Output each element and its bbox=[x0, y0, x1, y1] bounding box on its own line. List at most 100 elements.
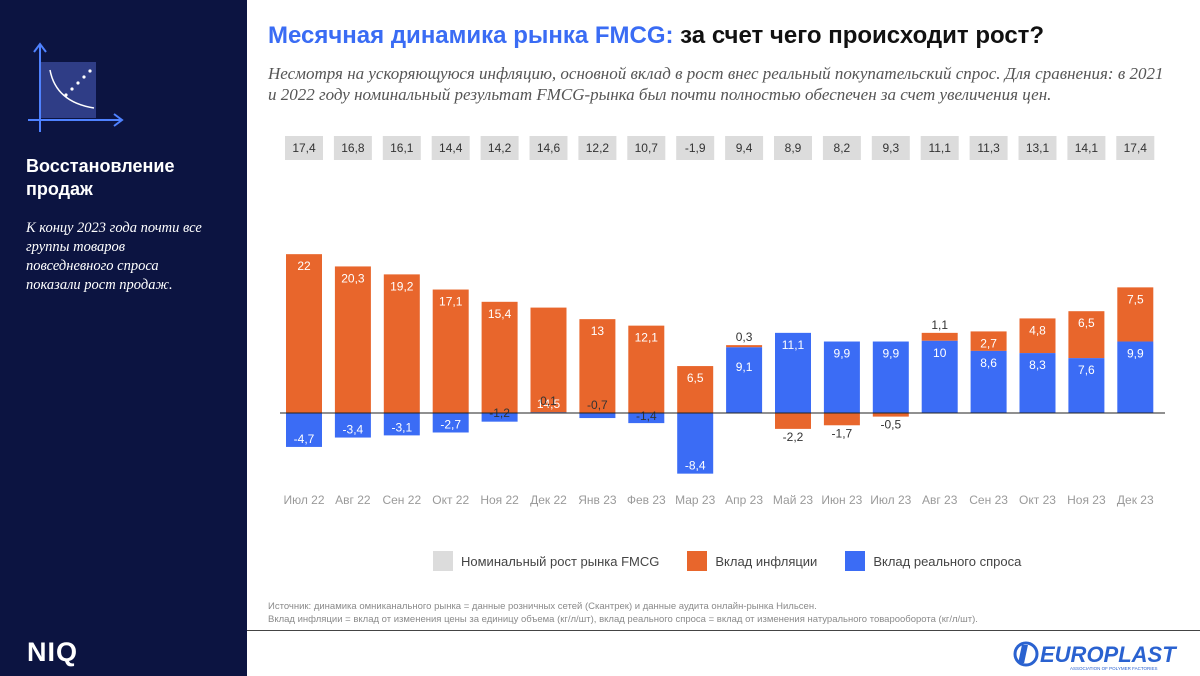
inflation-label: 22 bbox=[297, 259, 311, 273]
legend-swatch-real bbox=[845, 551, 866, 571]
inflation-bar bbox=[579, 319, 616, 413]
real-demand-bar bbox=[286, 413, 322, 447]
nominal-label: 11,3 bbox=[977, 141, 1000, 155]
x-tick-label: Сен 22 bbox=[382, 493, 421, 507]
real-demand-label: -0,7 bbox=[587, 398, 608, 412]
nominal-box bbox=[969, 136, 1008, 160]
x-tick-label: Окт 23 bbox=[1019, 493, 1056, 507]
real-demand-bar bbox=[383, 413, 420, 436]
x-tick-label: Авг 23 bbox=[922, 493, 958, 507]
inflation-label: -1,7 bbox=[832, 426, 853, 440]
europlast-logo: EUROPLAST ASSOCIATION OF POLYMER FACTORI… bbox=[1013, 641, 1177, 671]
inflation-bar bbox=[530, 307, 567, 413]
inflation-bar bbox=[432, 289, 469, 413]
nominal-label: 12,2 bbox=[586, 141, 610, 155]
subtitle: Несмотря на ускоряющуюся инфляцию, основ… bbox=[268, 64, 1164, 104]
nominal-label: 14,2 bbox=[488, 141, 512, 155]
real-demand-label: 11,1 bbox=[782, 338, 805, 352]
x-tick-label: Фев 23 bbox=[627, 493, 666, 507]
nominal-label: 16,8 bbox=[341, 141, 365, 155]
niq-logo: NIQ bbox=[27, 637, 79, 667]
nominal-box bbox=[431, 136, 470, 160]
inflation-label: -0,5 bbox=[880, 418, 901, 432]
inflation-bar bbox=[383, 274, 420, 413]
inflation-label: 14,5 bbox=[537, 397, 561, 411]
nominal-box bbox=[480, 136, 519, 160]
real-demand-label: -1,4 bbox=[636, 409, 657, 423]
source-line-1: Источник: динамика омниканального рынка … bbox=[268, 601, 817, 612]
real-demand-bar bbox=[432, 413, 469, 433]
x-tick-label: Авг 22 bbox=[335, 493, 371, 507]
real-demand-bar bbox=[970, 350, 1007, 413]
real-demand-label: -3,4 bbox=[343, 423, 364, 437]
legend-swatch-nominal bbox=[433, 551, 453, 571]
inflation-label: -2,2 bbox=[783, 430, 804, 444]
nominal-box bbox=[627, 136, 666, 160]
nominal-box bbox=[578, 136, 617, 160]
legend-label-nominal: Номинальный рост рынка FMCG bbox=[461, 553, 660, 569]
inflation-bar bbox=[481, 301, 518, 413]
real-demand-bar bbox=[1068, 358, 1105, 413]
nominal-box bbox=[1018, 136, 1057, 160]
inflation-label: 19,2 bbox=[390, 279, 414, 293]
inflation-label: 6,5 bbox=[687, 371, 704, 385]
real-demand-bar bbox=[823, 341, 860, 413]
growth-chart-icon bbox=[28, 42, 124, 132]
inflation-label: 15,4 bbox=[488, 307, 512, 321]
nominal-label: 14,6 bbox=[537, 141, 561, 155]
real-demand-bar bbox=[1117, 341, 1154, 413]
x-tick-label: Май 23 bbox=[773, 493, 814, 507]
nominal-label: 17,4 bbox=[1124, 141, 1148, 155]
nominal-label: 8,2 bbox=[834, 141, 851, 155]
inflation-label: 7,5 bbox=[1127, 292, 1144, 306]
x-tick-label: Сен 23 bbox=[969, 493, 1008, 507]
nominal-box bbox=[382, 136, 421, 160]
chart-legend: Номинальный рост рынка FMCG Вклад инфляц… bbox=[433, 551, 1049, 571]
inflation-bar bbox=[286, 254, 322, 413]
real-demand-label: 9,9 bbox=[834, 347, 851, 361]
x-tick-label: Июл 22 bbox=[283, 493, 324, 507]
legend-swatch-inflation bbox=[687, 551, 708, 571]
real-demand-bar bbox=[921, 340, 958, 413]
real-demand-bar bbox=[1019, 353, 1056, 413]
inflation-bar bbox=[1068, 311, 1105, 359]
stacked-bar-chart: 17,4 22 -4,7 Июл 22 16,8 20,3 -3,4 Авг 22 16,1 19… bbox=[280, 136, 1165, 507]
real-demand-label: -4,7 bbox=[294, 432, 315, 446]
nominal-box bbox=[333, 136, 372, 160]
nominal-box bbox=[920, 136, 959, 160]
inflation-label: 2,7 bbox=[980, 336, 997, 350]
inflation-bar bbox=[334, 266, 371, 413]
source-line-2: Вклад инфляции = вклад от изменения цены… bbox=[268, 614, 978, 625]
nominal-box bbox=[822, 136, 861, 160]
x-tick-label: Мар 23 bbox=[675, 493, 715, 507]
inflation-label: 17,1 bbox=[439, 295, 463, 309]
real-demand-bar bbox=[579, 413, 616, 419]
europlast-tagline: ASSOCIATION OF POLYMER FACTORIES bbox=[1070, 666, 1158, 671]
real-demand-label: -8,4 bbox=[685, 459, 706, 473]
x-tick-label: Дек 23 bbox=[1117, 493, 1154, 507]
x-tick-label: Ноя 22 bbox=[480, 493, 519, 507]
inflation-bar bbox=[677, 366, 714, 413]
sidebar-heading: Восстановление продаж bbox=[26, 156, 175, 199]
inflation-bar bbox=[872, 413, 909, 417]
real-demand-label: 8,3 bbox=[1029, 358, 1046, 372]
inflation-label: 12,1 bbox=[635, 331, 659, 345]
nominal-label: 10,7 bbox=[635, 141, 659, 155]
nominal-box bbox=[871, 136, 910, 160]
footer-divider bbox=[247, 630, 1200, 631]
real-demand-label: 0,1 bbox=[540, 394, 557, 408]
real-demand-label: -3,1 bbox=[391, 420, 412, 434]
page-title: Месячная динамика рынка FMCG: за счет че… bbox=[268, 22, 1044, 50]
nominal-label: 14,4 bbox=[439, 141, 463, 155]
nominal-box bbox=[285, 136, 323, 160]
real-demand-label: 9,9 bbox=[882, 347, 899, 361]
legend-item-real: Вклад реального спроса bbox=[845, 551, 1021, 571]
sidebar-description: К концу 2023 года почти все группы товар… bbox=[26, 220, 202, 293]
nominal-label: 11,1 bbox=[928, 141, 951, 155]
legend-item-nominal: Номинальный рост рынка FMCG bbox=[433, 551, 659, 571]
source-note: Источник: динамика омниканального рынка … bbox=[268, 600, 978, 626]
real-demand-bar bbox=[677, 413, 714, 474]
nominal-label: 14,1 bbox=[1075, 141, 1099, 155]
inflation-label: 20,3 bbox=[341, 271, 365, 285]
x-tick-label: Ноя 23 bbox=[1067, 493, 1106, 507]
